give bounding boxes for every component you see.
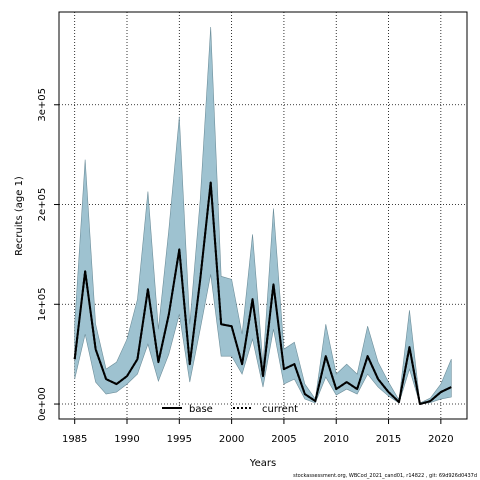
y-axis-title: Recruits (age 1) xyxy=(14,176,25,256)
x-tick-label-2010: 2010 xyxy=(324,434,349,445)
legend: base current xyxy=(162,404,298,415)
x-axis: 1985 1990 1995 2000 2005 2010 2015 2020 xyxy=(62,418,454,445)
legend-label-base: base xyxy=(189,404,213,415)
y-axis: 0e+00 1e+05 2e+05 3e+05 xyxy=(37,88,60,421)
x-tick-label-2005: 2005 xyxy=(271,434,296,445)
x-tick-label-2015: 2015 xyxy=(376,434,401,445)
legend-label-current: current xyxy=(262,404,298,415)
x-tick-label-2020: 2020 xyxy=(428,434,453,445)
x-tick-label-1995: 1995 xyxy=(167,434,192,445)
footer-note: stockassessment.org, WBCod_2021_cand01, … xyxy=(293,473,477,479)
x-tick-label-2000: 2000 xyxy=(219,434,244,445)
x-tick-label-1985: 1985 xyxy=(62,434,87,445)
series-group xyxy=(73,181,452,406)
series-line-base xyxy=(73,181,452,406)
y-tick-label-3: 3e+05 xyxy=(37,88,48,122)
y-tick-label-0: 0e+00 xyxy=(37,387,48,421)
y-tick-label-1: 1e+05 xyxy=(37,287,48,321)
x-tick-label-1990: 1990 xyxy=(114,434,139,445)
x-axis-title: Years xyxy=(249,458,276,469)
y-tick-label-2: 2e+05 xyxy=(37,188,48,222)
